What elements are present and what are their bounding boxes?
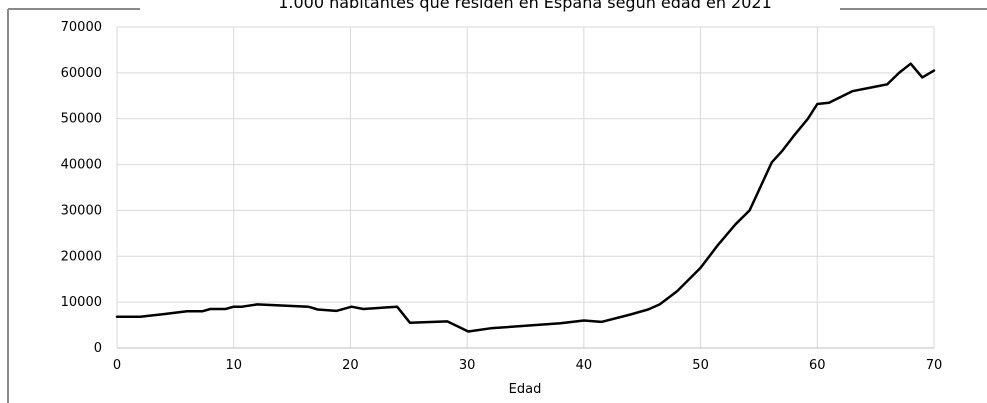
data-point	[781, 150, 783, 152]
y-tick-label: 30000	[61, 203, 102, 218]
data-point	[749, 209, 751, 211]
y-tick-label: 50000	[61, 112, 102, 127]
data-point	[186, 310, 188, 312]
data-point	[933, 70, 935, 72]
data-point	[233, 306, 235, 308]
data-point	[659, 303, 661, 305]
y-tick-label: 70000	[61, 20, 102, 35]
chart-title: 1.000 habitantes que residen en España s…	[278, 0, 772, 12]
data-point	[629, 313, 632, 316]
x-tick-label: 10	[225, 358, 242, 373]
data-point	[335, 310, 337, 312]
data-point	[224, 308, 227, 310]
data-point	[851, 90, 853, 92]
data-point	[676, 290, 678, 292]
data-point	[600, 321, 603, 323]
x-tick-label: 40	[576, 358, 593, 373]
series-layer	[115, 62, 936, 333]
data-point	[409, 322, 411, 324]
data-point	[717, 244, 719, 246]
data-point	[875, 86, 877, 88]
x-tick-label: 30	[459, 358, 476, 373]
data-point	[559, 322, 562, 324]
data-point	[921, 76, 923, 78]
data-point	[116, 316, 118, 318]
data-point	[793, 135, 795, 137]
data-point	[898, 72, 900, 74]
data-point	[771, 161, 773, 163]
data-point	[351, 306, 353, 308]
y-tick-label: 40000	[61, 158, 102, 173]
data-point	[828, 102, 830, 104]
data-point	[446, 320, 448, 322]
x-tick-label: 20	[342, 358, 359, 373]
data-point	[307, 306, 309, 308]
data-point	[139, 316, 141, 318]
grid	[117, 26, 935, 348]
y-tick-label: 20000	[61, 249, 102, 264]
tick-labels: 0 10 20 30 40 50 60 70 0 10000 20000 30000 40000 5000…	[61, 20, 943, 373]
data-point	[816, 103, 818, 105]
y-tick-label: 10000	[61, 295, 102, 310]
x-tick-label: 50	[692, 358, 709, 373]
x-tick-label: 0	[113, 358, 121, 373]
data-point	[700, 267, 702, 269]
data-point	[209, 308, 211, 310]
data-point	[647, 308, 649, 311]
data-point	[807, 118, 809, 120]
data-point	[583, 319, 585, 322]
data-point	[362, 308, 364, 310]
data-point	[489, 327, 492, 329]
data-point	[735, 223, 737, 225]
axes	[116, 27, 934, 349]
y-tick-label: 60000	[61, 66, 102, 81]
data-point	[256, 303, 258, 305]
data-point	[886, 83, 888, 85]
data-point	[396, 306, 398, 308]
data-point	[241, 306, 243, 308]
data-point	[163, 313, 165, 315]
series-line	[115, 62, 936, 333]
x-axis-title: Edad	[509, 382, 542, 397]
y-tick-label: 0	[94, 341, 102, 356]
x-tick-label: 60	[809, 358, 826, 373]
data-point	[317, 308, 319, 311]
data-point	[910, 63, 912, 65]
data-point	[467, 330, 469, 333]
title-backdrop	[140, 0, 840, 10]
x-tick-label: 70	[926, 358, 943, 373]
data-point	[201, 310, 203, 312]
